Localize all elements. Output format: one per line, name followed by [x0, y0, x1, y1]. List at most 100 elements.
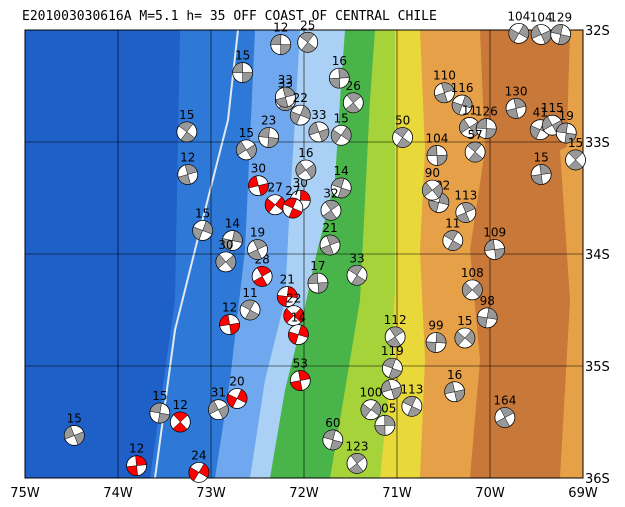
focal-mechanism	[264, 194, 286, 216]
depth-label: 21	[280, 273, 295, 287]
beachball-quadrants	[467, 141, 484, 163]
focal-mechanism	[342, 92, 364, 114]
focal-mechanism	[464, 141, 486, 163]
beachball-quadrants	[226, 389, 248, 408]
focal-mechanism	[288, 324, 309, 346]
focal-mechanism	[258, 127, 280, 148]
depth-label: 12	[173, 398, 188, 412]
focal-mechanism	[565, 149, 586, 171]
depth-label: 22	[286, 292, 301, 306]
beachball-quadrants	[329, 67, 350, 89]
focal-mechanism	[247, 239, 268, 260]
depth-label: 99	[428, 318, 443, 332]
focal-mechanism	[215, 251, 237, 273]
y-tick-label: 35S	[585, 360, 610, 375]
beachball-quadrants	[177, 164, 198, 185]
depth-label: 11	[445, 217, 460, 231]
beachball-quadrants	[248, 239, 267, 260]
focal-mechanism	[346, 264, 368, 286]
focal-mechanism	[330, 124, 352, 146]
y-tick-label: 33S	[585, 136, 610, 151]
depth-label: 53	[293, 357, 308, 371]
depth-label: 116	[451, 81, 474, 95]
focal-mechanism	[63, 425, 85, 446]
depth-label: 33	[278, 77, 293, 91]
depth-label: 33	[311, 108, 326, 122]
focal-mechanism	[295, 159, 317, 181]
beachball-quadrants	[456, 202, 476, 223]
y-tick-label: 32S	[585, 24, 610, 39]
depth-label: 104	[507, 9, 530, 23]
focal-mechanism	[401, 395, 423, 417]
focal-mechanism	[426, 145, 448, 166]
depth-label: 14	[225, 217, 240, 231]
depth-label: 113	[454, 189, 477, 203]
beachball-quadrants	[64, 425, 85, 446]
beachball-quadrants	[476, 118, 497, 139]
beachball-quadrants	[188, 463, 210, 482]
depth-label: 23	[261, 114, 276, 128]
beachball-quadrants	[248, 175, 269, 196]
focal-mechanism	[360, 399, 382, 421]
focal-mechanism	[221, 230, 243, 251]
beachball-quadrants	[426, 145, 448, 166]
beachball-quadrants	[299, 32, 316, 53]
beachball-quadrants	[290, 370, 311, 391]
beachball-quadrants	[277, 286, 298, 307]
focal-mechanism	[421, 179, 443, 201]
beachball-quadrants	[192, 220, 213, 241]
focal-mechanism	[384, 326, 406, 348]
y-tick-label: 34S	[585, 248, 610, 263]
beachball-quadrants	[394, 127, 412, 148]
depth-label: 11	[242, 286, 257, 300]
depth-label: 15	[179, 108, 194, 122]
depth-label: 108	[461, 266, 484, 280]
focal-mechanism	[508, 22, 530, 44]
focal-mechanism	[188, 461, 210, 483]
focal-mechanism	[459, 117, 480, 138]
depth-label: 57	[467, 128, 482, 142]
focal-mechanism	[232, 62, 254, 83]
beachball-quadrants	[330, 126, 352, 144]
depth-label: 112	[384, 313, 407, 327]
depth-label: 14	[334, 164, 349, 178]
depth-label: 60	[325, 416, 340, 430]
depth-label: 12	[129, 442, 144, 456]
depth-label: 17	[310, 259, 325, 273]
depth-label: 15	[235, 49, 250, 63]
depth-label: 31	[211, 386, 226, 400]
focal-mechanism	[555, 122, 577, 144]
focal-mechanism	[484, 239, 506, 260]
beachball-quadrants	[236, 141, 257, 159]
focal-mechanism	[126, 455, 148, 477]
depth-label: 123	[346, 439, 369, 453]
depth-label: 15	[152, 389, 167, 403]
beachball-quadrants	[360, 401, 382, 419]
beachball-quadrants	[495, 407, 515, 428]
beachball-quadrants	[550, 24, 571, 45]
depth-label: 14	[291, 311, 306, 325]
focal-mechanism	[177, 164, 199, 185]
focal-mechanism	[475, 118, 497, 139]
beachball-quadrants	[348, 265, 366, 286]
focal-mechanism	[434, 82, 455, 104]
focal-mechanism	[451, 94, 473, 116]
focal-mechanism	[276, 286, 298, 307]
beachball-quadrants	[253, 266, 272, 287]
focal-mechanism	[308, 121, 330, 143]
beachball-quadrants	[386, 326, 404, 348]
beachball-quadrants	[422, 182, 443, 199]
depth-label: 113	[400, 382, 423, 396]
depth-label: 30	[251, 162, 266, 176]
depth-label: 25	[300, 18, 315, 32]
focal-mechanism	[550, 24, 572, 45]
beachball-quadrants	[232, 62, 253, 83]
beachball-quadrants	[508, 24, 530, 43]
depth-label: 100	[360, 386, 383, 400]
depth-label: 164	[493, 394, 516, 408]
depth-label: 104	[426, 131, 449, 145]
depth-label: 19	[250, 226, 265, 240]
depth-label: 33	[349, 251, 364, 265]
beachball-quadrants	[222, 230, 243, 251]
beachball-quadrants	[288, 324, 309, 345]
